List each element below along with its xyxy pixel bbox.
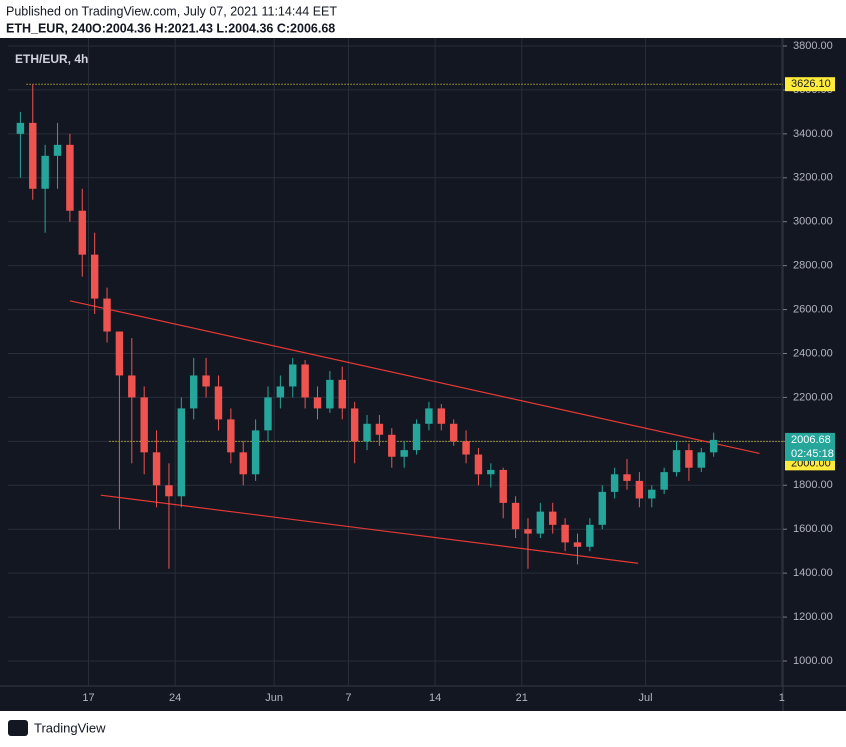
trendline: [69, 300, 760, 455]
candle-body: [177, 408, 186, 497]
candle-body: [66, 144, 74, 211]
candle-body: [264, 397, 272, 431]
candle-body: [103, 298, 111, 332]
candle-body: [400, 450, 408, 457]
last-price-label: 2006.68: [791, 434, 831, 446]
candle-body: [623, 474, 631, 481]
y-tick-label: 1400.00: [793, 567, 833, 579]
candle-body: [326, 379, 334, 409]
candle-body: [41, 155, 49, 189]
price-label: 3626.10: [791, 78, 831, 90]
y-tick-label: 2600.00: [793, 303, 833, 315]
logo: TradingView: [8, 720, 106, 736]
candle-body: [549, 511, 557, 525]
y-tick-label: 3400.00: [793, 128, 833, 140]
candle-body: [573, 542, 582, 547]
ohlc: O:2004.36 H:2021.43 L:2004.36 C:2006.68: [92, 21, 335, 35]
candle-body: [350, 408, 359, 442]
candle-body: [165, 485, 173, 497]
y-tick-label: 2400.00: [793, 347, 833, 359]
candle-body: [586, 524, 594, 547]
candle-body: [511, 502, 520, 530]
candle-body: [561, 524, 569, 543]
chart-area: [0, 38, 846, 711]
x-tick-label: 7: [345, 692, 351, 704]
candle-body: [338, 379, 346, 409]
candle-body: [610, 474, 619, 492]
y-tick-label: 3200.00: [793, 172, 833, 184]
candle-body: [660, 472, 668, 490]
candle-body: [437, 408, 446, 424]
y-tick-label: 3000.00: [793, 216, 833, 228]
candle-body: [363, 423, 371, 442]
candle-body: [499, 469, 507, 503]
candle-body: [115, 331, 124, 376]
candle-body: [685, 450, 693, 468]
published: Published on TradingView.com, July 07, 2…: [6, 4, 337, 18]
candle-body: [140, 397, 148, 453]
candle-body: [672, 450, 681, 473]
symbol: ETH_EUR, 240: [6, 21, 92, 35]
candle-body: [214, 386, 223, 420]
candle-body: [412, 423, 421, 451]
y-tick-label: 1200.00: [793, 611, 833, 623]
candle-body: [53, 144, 62, 156]
candle-body: [388, 434, 396, 457]
candle-body: [189, 375, 198, 409]
candle-body: [227, 419, 235, 453]
candle-body: [598, 491, 606, 525]
logo-icon: [8, 720, 28, 736]
candle-body: [449, 423, 458, 442]
candle-body: [78, 210, 86, 255]
candle-body: [128, 375, 136, 398]
trendline: [100, 494, 639, 564]
candle-body: [536, 511, 545, 534]
candle-body: [276, 386, 285, 398]
candle-body: [474, 454, 483, 475]
candle-body: [697, 452, 706, 468]
candle-body: [239, 452, 247, 475]
x-tick-label: 1: [779, 692, 785, 704]
candle-body: [462, 441, 470, 455]
candle-body: [709, 439, 718, 453]
candle-body: [289, 364, 297, 387]
candle-body: [29, 122, 37, 189]
candle-body: [635, 480, 644, 499]
x-tick-label: 21: [516, 692, 528, 704]
y-tick-label: 2800.00: [793, 260, 833, 272]
x-tick-label: 17: [82, 692, 94, 704]
candle-body: [152, 452, 161, 486]
price-label-box: [785, 77, 835, 92]
chart-title: ETH/EUR, 4h: [15, 52, 88, 66]
candle-body: [16, 122, 25, 134]
candle-body: [425, 408, 433, 424]
countdown: 02:45:18: [791, 448, 834, 460]
y-tick-label: 1600.00: [793, 523, 833, 535]
candle-body: [202, 375, 210, 387]
x-tick-label: Jul: [639, 692, 653, 704]
candle-body: [313, 397, 322, 409]
x-tick-label: Jun: [265, 692, 283, 704]
candle-body: [487, 469, 495, 475]
candle-body: [648, 489, 656, 499]
candle-body: [251, 430, 260, 475]
candle-body: [301, 364, 309, 398]
candle-body: [375, 423, 384, 435]
last-price-box: [785, 432, 835, 461]
x-tick-label: 24: [169, 692, 181, 704]
candle-body: [524, 529, 532, 534]
x-tick-label: 14: [429, 692, 441, 704]
brand: TradingView: [34, 720, 106, 735]
y-tick-label: 3800.00: [793, 40, 833, 52]
y-tick-label: 1000.00: [793, 655, 833, 667]
candle-body: [90, 254, 99, 299]
y-tick-label: 2200.00: [793, 391, 833, 403]
y-tick-label: 1800.00: [793, 479, 833, 491]
